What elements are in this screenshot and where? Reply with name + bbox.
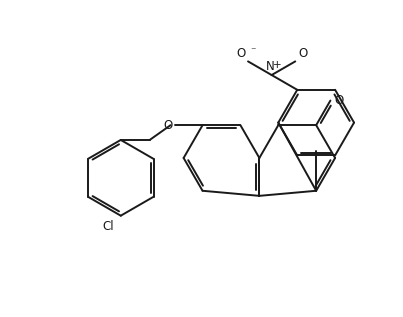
Text: O: O — [298, 47, 307, 60]
Text: N: N — [266, 61, 275, 74]
Text: +: + — [272, 60, 281, 70]
Text: O: O — [163, 119, 172, 132]
Text: O: O — [334, 94, 343, 107]
Text: ⁻: ⁻ — [251, 46, 256, 56]
Text: Cl: Cl — [103, 220, 114, 233]
Text: O: O — [236, 47, 245, 60]
